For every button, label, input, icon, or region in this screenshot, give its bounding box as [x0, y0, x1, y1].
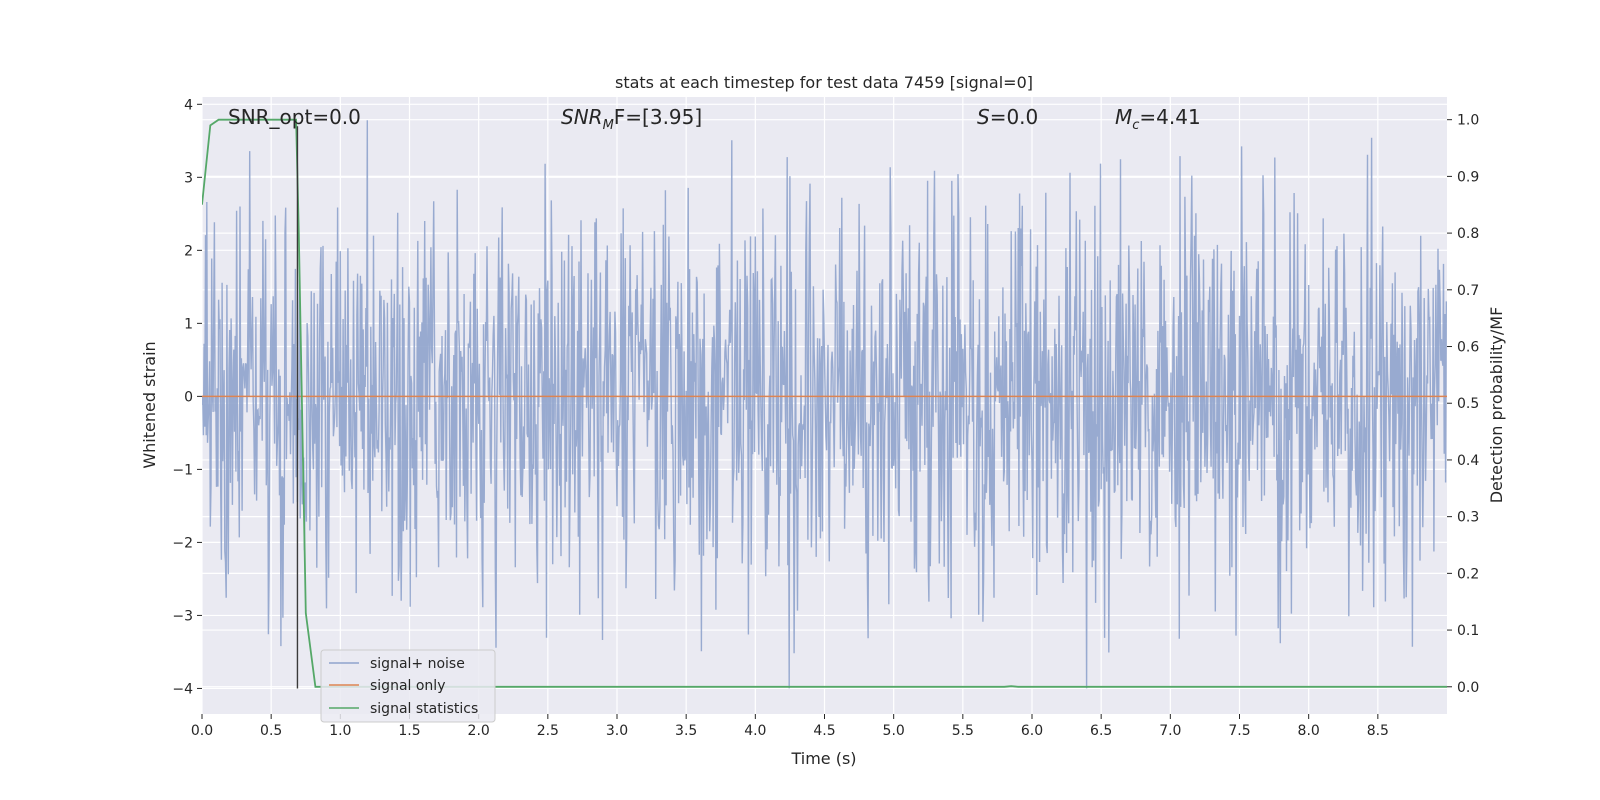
y-tick-label-right: 0.4: [1457, 453, 1479, 469]
legend: signal+ noise signal only signal statist…: [320, 649, 496, 723]
x-tick-label: 5.5: [952, 723, 974, 739]
x-tick-label: 4.0: [744, 723, 766, 739]
y-tick-label-left: 2: [184, 243, 193, 259]
x-tick-label: 3.0: [606, 723, 628, 739]
x-tick-label: 7.0: [1159, 723, 1181, 739]
snr-mf-label: SNR: [561, 105, 603, 129]
snr-opt-annotation: SNR_opt=0.0: [228, 105, 361, 129]
x-tick-label: 7.5: [1228, 723, 1250, 739]
y-tick-label-right: 0.5: [1457, 396, 1479, 412]
axes: 0.0 0.5 1.0 1.5 2.0 2.5 3.0 3.5 4.0 4.5 5.0 5.5 6.0 6…: [172, 97, 1479, 739]
mc-annotation: Mc=4.41: [1115, 105, 1201, 133]
grid: [201, 97, 1447, 714]
snr-mf-tail: F=[3.95]: [614, 105, 702, 129]
y-axis-label-right: Detection probability/MF: [1487, 307, 1506, 504]
y-tick-label-left: −1: [172, 462, 193, 478]
x-tick-label: 2.5: [537, 723, 559, 739]
y-tick-label-left: 4: [184, 97, 193, 113]
mc-label: M: [1115, 105, 1132, 129]
s-label: S: [977, 105, 990, 129]
x-tick-label: 2.0: [468, 723, 490, 739]
y-tick-label-right: 0.7: [1457, 283, 1479, 299]
s-value: =0.0: [990, 105, 1039, 129]
mc-value: =4.41: [1139, 105, 1200, 129]
x-tick-label: 1.5: [398, 723, 420, 739]
x-tick-label: 5.0: [883, 723, 905, 739]
x-tick-label: 3.5: [675, 723, 697, 739]
y-tick-label-right: 1.0: [1457, 113, 1479, 129]
snr-mf-annotation: SNRMF=[3.95]: [561, 105, 702, 133]
x-axis-label: Time (s): [790, 749, 856, 768]
series-signal-noise: [202, 120, 1447, 689]
x-tick-label: 4.5: [813, 723, 835, 739]
y-tick-label-right: 0.3: [1457, 510, 1479, 526]
y-tick-label-right: 0.9: [1457, 169, 1479, 185]
y-tick-label-right: 0.0: [1457, 680, 1479, 696]
y-tick-label-left: −2: [172, 535, 193, 551]
s-annotation: S=0.0: [977, 105, 1038, 129]
x-tick-label: 1.0: [329, 723, 351, 739]
chart-title: stats at each timestep for test data 745…: [615, 73, 1033, 92]
x-tick-label: 6.0: [1021, 723, 1043, 739]
x-tick-label: 8.0: [1298, 723, 1320, 739]
y-tick-label-right: 0.2: [1457, 566, 1479, 582]
x-tick-label: 0.5: [260, 723, 282, 739]
snr-mf-subscript: M: [603, 118, 614, 133]
legend-label-signal-statistics: signal statistics: [370, 701, 478, 717]
legend-label-signal-only: signal only: [370, 678, 445, 694]
y-tick-label-left: 0: [184, 389, 193, 405]
y-tick-label-right: 0.1: [1457, 623, 1479, 639]
y-axis-label-left: Whitened strain: [140, 341, 159, 468]
y-tick-label-left: 1: [184, 316, 193, 332]
x-tick-label: 8.5: [1367, 723, 1389, 739]
legend-label-signal-noise: signal+ noise: [370, 656, 465, 672]
y-tick-label-left: −3: [172, 608, 193, 624]
x-tick-label: 6.5: [1090, 723, 1112, 739]
y-tick-label-left: 3: [184, 170, 193, 186]
legend-box: [320, 649, 496, 723]
y-tick-label-right: 0.8: [1457, 226, 1479, 242]
mc-subscript: c: [1132, 118, 1139, 133]
x-tick-label: 0.0: [191, 723, 213, 739]
y-tick-label-left: −4: [172, 681, 193, 697]
y-tick-label-right: 0.6: [1457, 340, 1479, 356]
